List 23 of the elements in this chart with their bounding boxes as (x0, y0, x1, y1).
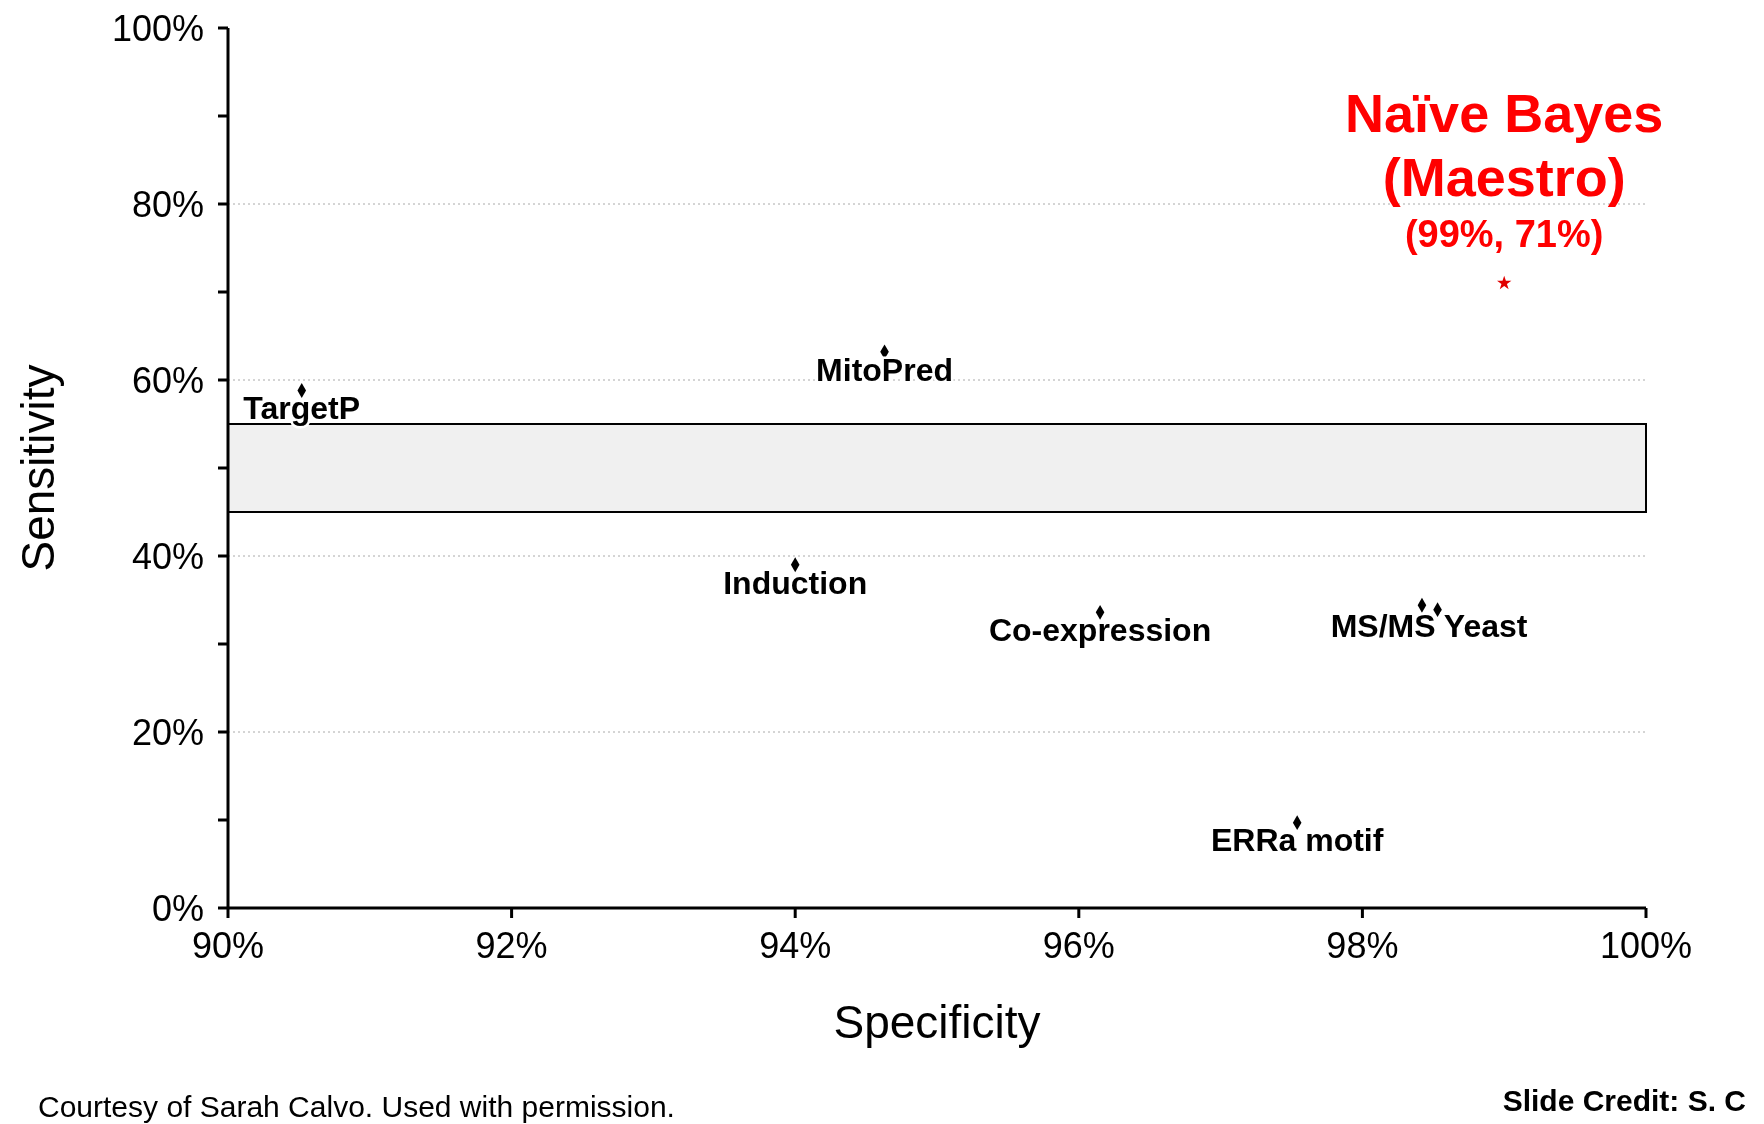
x-tick-label: 100% (1599, 924, 1693, 966)
y-tick-label: 40% (131, 535, 204, 577)
annotation: MitoPred (816, 351, 953, 388)
annotation: MS/MS Yeast (1330, 607, 1528, 644)
x-tick-label: 92% (475, 924, 548, 966)
y-tick-label: 100% (111, 7, 204, 49)
annotation: Induction (723, 564, 868, 601)
x-tick-label: 96% (1042, 924, 1115, 966)
point (1497, 275, 1512, 290)
text: Slide Credit: S. C (1502, 1084, 1746, 1118)
y-tick-label: 60% (131, 359, 204, 401)
annotation: Co-expression (988, 612, 1212, 649)
x-axis-title: Specificity (833, 996, 1041, 1048)
x-tick-label: 94% (759, 924, 832, 966)
y-tick-label: 80% (131, 183, 204, 225)
x-tick-label: 98% (1326, 924, 1399, 966)
y-axis-title: Sensitivity (12, 364, 65, 572)
annotation: TargetP (243, 390, 361, 427)
text: Courtesy of Sarah Calvo. Used with permission. (38, 1090, 675, 1124)
y-tick-label: 20% (131, 711, 204, 753)
text: Naïve Bayes (Maestro) (1344, 81, 1665, 209)
annotation: ERRa motif (1210, 822, 1384, 859)
data-label: (99%, 71%) (1403, 211, 1605, 257)
